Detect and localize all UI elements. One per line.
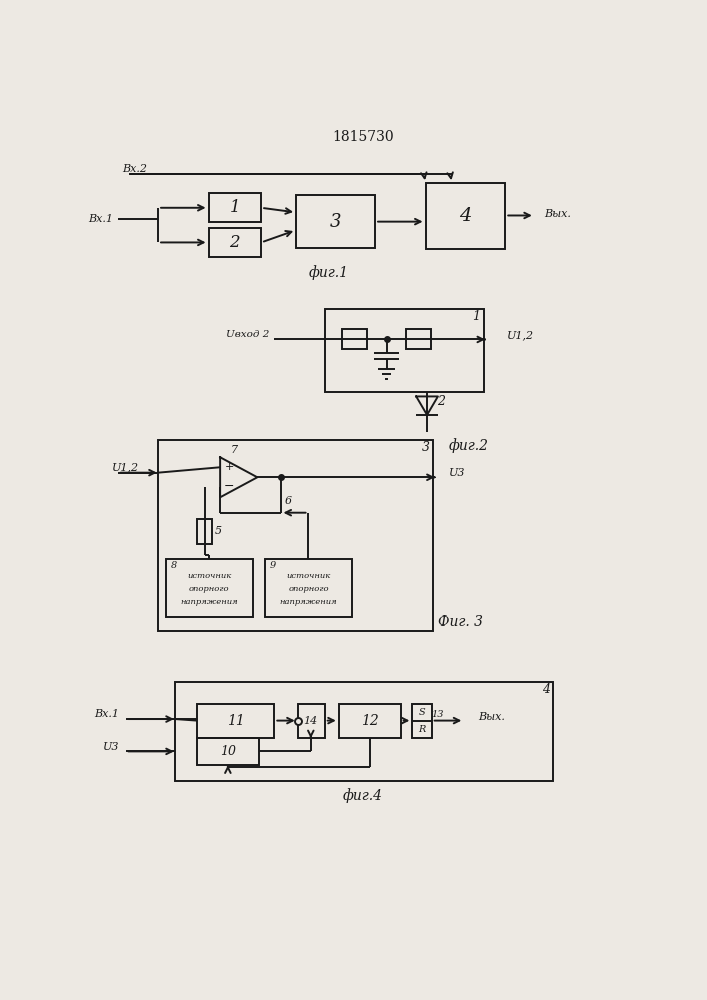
Text: +: +	[225, 462, 234, 472]
Text: Вх.1: Вх.1	[94, 709, 119, 719]
Bar	[175, 682, 554, 781]
Text: 7: 7	[230, 445, 238, 455]
Text: 13: 13	[432, 710, 444, 719]
Text: Вых.: Вых.	[544, 209, 571, 219]
Text: 12: 12	[361, 714, 378, 728]
Bar	[265, 559, 352, 617]
Text: 14: 14	[304, 716, 318, 726]
Text: напряжения: напряжения	[180, 598, 238, 606]
Text: 2: 2	[230, 234, 240, 251]
Bar	[426, 183, 506, 249]
Bar	[197, 519, 212, 544]
Text: U3: U3	[103, 742, 119, 752]
Bar	[298, 704, 325, 738]
Text: 3: 3	[421, 441, 429, 454]
Text: 2: 2	[437, 395, 445, 408]
Bar	[296, 195, 375, 248]
Bar	[339, 704, 401, 738]
Text: 1815730: 1815730	[332, 130, 394, 144]
Text: Фиг. 3: Фиг. 3	[438, 615, 483, 629]
Bar	[412, 704, 432, 738]
Text: источник: источник	[187, 572, 231, 580]
Text: Вх.1: Вх.1	[88, 214, 113, 224]
Bar	[166, 559, 252, 617]
Bar	[406, 329, 431, 349]
Text: 4: 4	[542, 683, 549, 696]
Text: U3: U3	[449, 468, 465, 478]
Text: R: R	[418, 725, 426, 734]
Text: 5: 5	[215, 526, 222, 536]
Text: 6: 6	[285, 496, 292, 506]
Text: опорного: опорного	[288, 585, 329, 593]
Text: 10: 10	[220, 745, 236, 758]
Text: U1,2: U1,2	[112, 462, 139, 472]
Text: источник: источник	[286, 572, 331, 580]
Text: фиг.2: фиг.2	[448, 438, 488, 453]
Text: напряжения: напряжения	[280, 598, 337, 606]
Text: U1,2: U1,2	[507, 330, 534, 340]
Bar	[197, 704, 274, 738]
Text: Uвход 2: Uвход 2	[226, 330, 269, 339]
Bar	[197, 738, 259, 765]
Text: 3: 3	[330, 213, 341, 231]
Text: 1: 1	[230, 199, 240, 216]
Bar	[158, 440, 433, 631]
Text: фиг.4: фиг.4	[343, 789, 382, 803]
Text: 8: 8	[170, 561, 177, 570]
Text: опорного: опорного	[189, 585, 230, 593]
Text: 4: 4	[460, 207, 472, 225]
Text: 9: 9	[270, 561, 276, 570]
Text: 1: 1	[472, 310, 480, 323]
Text: Вх.2: Вх.2	[122, 164, 148, 174]
Text: 11: 11	[227, 714, 245, 728]
Bar	[341, 329, 367, 349]
Bar	[209, 228, 261, 257]
Bar	[325, 309, 484, 392]
Bar	[209, 193, 261, 222]
Text: S: S	[419, 708, 425, 717]
Text: Вых.: Вых.	[478, 712, 505, 722]
Text: −: −	[224, 480, 235, 493]
Text: фиг.1: фиг.1	[309, 265, 349, 280]
